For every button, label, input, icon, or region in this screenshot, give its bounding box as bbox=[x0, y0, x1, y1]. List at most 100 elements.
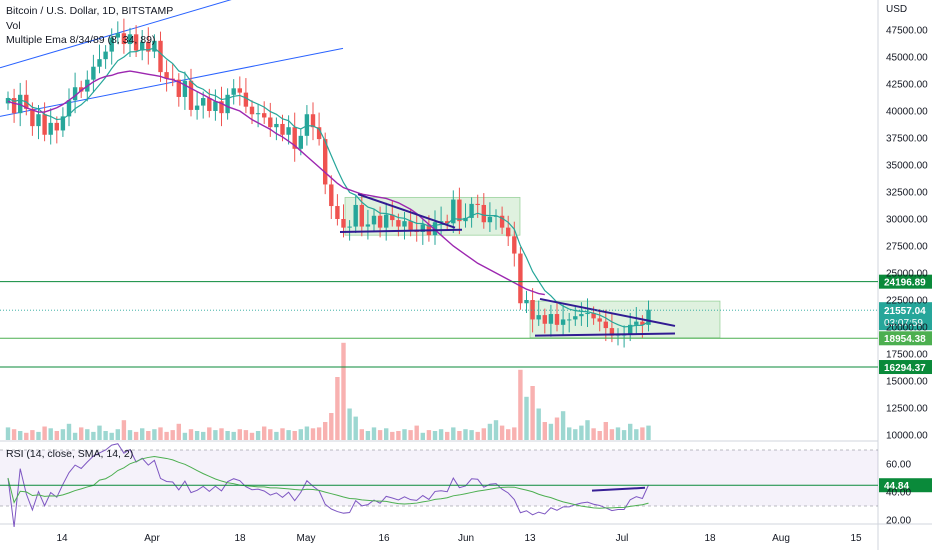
volume-bar bbox=[133, 431, 139, 440]
time-tick-label: 13 bbox=[524, 533, 536, 544]
price-tick-label: 37500.00 bbox=[886, 134, 928, 145]
rsi-band bbox=[0, 450, 878, 506]
candle-body bbox=[542, 315, 547, 324]
volume-bar bbox=[274, 431, 279, 440]
candle-body bbox=[493, 215, 499, 217]
candle-body bbox=[97, 59, 102, 67]
volume-bar bbox=[426, 430, 432, 440]
candle-body bbox=[628, 324, 633, 335]
candle-body bbox=[432, 222, 438, 236]
candle-body bbox=[5, 98, 11, 104]
candle-body bbox=[140, 41, 145, 51]
volume-bar bbox=[335, 377, 340, 440]
candle-body bbox=[347, 226, 352, 228]
price-tick-label: 47500.00 bbox=[886, 26, 928, 37]
candle-body bbox=[603, 321, 608, 329]
volume-bar bbox=[225, 431, 230, 440]
volume-bar bbox=[512, 427, 517, 440]
price-tick-label: 30000.00 bbox=[886, 215, 928, 226]
candle-body bbox=[176, 79, 181, 97]
candle-body bbox=[329, 184, 334, 207]
time-tick-label: 18 bbox=[704, 533, 716, 544]
candle-body bbox=[402, 221, 407, 227]
volume-bar bbox=[115, 429, 120, 440]
candle-body bbox=[146, 41, 151, 52]
candle-body bbox=[60, 116, 66, 131]
candle-body bbox=[560, 319, 566, 325]
volume-bar bbox=[493, 420, 499, 440]
volume-bar bbox=[97, 425, 102, 440]
volume-bar bbox=[640, 427, 645, 440]
volume-bar bbox=[103, 431, 108, 440]
time-tick-label: 15 bbox=[850, 533, 862, 544]
volume-bar bbox=[109, 432, 114, 440]
level-price-tag bbox=[879, 360, 932, 375]
candle-body bbox=[481, 204, 486, 223]
candle-body bbox=[280, 123, 285, 135]
candle-body bbox=[420, 224, 425, 232]
rsi-line bbox=[7, 443, 649, 528]
candle-body bbox=[298, 135, 303, 149]
volume-bar bbox=[457, 431, 462, 440]
volume-bar bbox=[323, 422, 328, 440]
volume-bar bbox=[207, 427, 212, 440]
volume-bar bbox=[341, 342, 346, 440]
volume-bar bbox=[188, 429, 194, 440]
candle-body bbox=[188, 80, 194, 110]
candle-body bbox=[554, 314, 560, 325]
volume-bar bbox=[524, 396, 529, 440]
volume-bar bbox=[182, 432, 188, 440]
price-tick-label: 15000.00 bbox=[886, 377, 928, 388]
volume-bar bbox=[316, 427, 322, 440]
volume-bar bbox=[237, 429, 242, 440]
volume-bar bbox=[530, 386, 535, 440]
volume-bar bbox=[548, 423, 554, 440]
volume-bar bbox=[603, 422, 608, 440]
candle-body bbox=[243, 92, 249, 107]
candle-body bbox=[518, 253, 523, 304]
candle-body bbox=[640, 321, 645, 325]
rsi-value-label: 44.84 bbox=[884, 481, 909, 492]
candle-body bbox=[91, 66, 96, 80]
candle-body bbox=[634, 321, 639, 325]
price-tick-label: 27500.00 bbox=[886, 242, 928, 253]
volume-bar bbox=[5, 427, 11, 440]
time-tick-label: 14 bbox=[56, 533, 68, 544]
price-tick-label: 25000.00 bbox=[886, 269, 928, 280]
volume-bar bbox=[213, 430, 218, 440]
volume-bar bbox=[30, 430, 35, 440]
candle-body bbox=[597, 318, 602, 322]
volume-bar bbox=[359, 429, 364, 440]
volume-bar bbox=[286, 430, 291, 440]
level-price-tag bbox=[879, 274, 932, 289]
price-tick-label: 10000.00 bbox=[886, 431, 928, 442]
level-price-label: 16294.37 bbox=[884, 363, 926, 374]
candle-body bbox=[390, 214, 395, 221]
candle-body bbox=[353, 204, 358, 227]
candle-body bbox=[182, 80, 188, 97]
rsi-value-tag bbox=[879, 478, 932, 493]
volume-bar bbox=[499, 425, 505, 440]
candle-body bbox=[530, 300, 535, 320]
candle-body bbox=[72, 87, 78, 101]
price-tick-label: 42500.00 bbox=[886, 80, 928, 91]
volume-bar bbox=[243, 430, 249, 440]
candle-body bbox=[249, 106, 255, 115]
volume-bar bbox=[231, 431, 236, 440]
candle-body bbox=[262, 113, 267, 118]
candle-body bbox=[463, 217, 468, 222]
candle-body bbox=[213, 101, 218, 111]
candle-body bbox=[194, 105, 200, 110]
price-tick-label: 35000.00 bbox=[886, 161, 928, 172]
candle-body bbox=[127, 34, 133, 45]
candle-body bbox=[42, 114, 47, 135]
volume-bar bbox=[445, 431, 450, 440]
volume-bar bbox=[79, 427, 84, 440]
volume-bar bbox=[310, 428, 316, 440]
volume-bar bbox=[609, 429, 615, 440]
time-tick-label: Aug bbox=[772, 533, 790, 544]
candle-body bbox=[121, 33, 127, 45]
candle-body bbox=[30, 108, 35, 127]
